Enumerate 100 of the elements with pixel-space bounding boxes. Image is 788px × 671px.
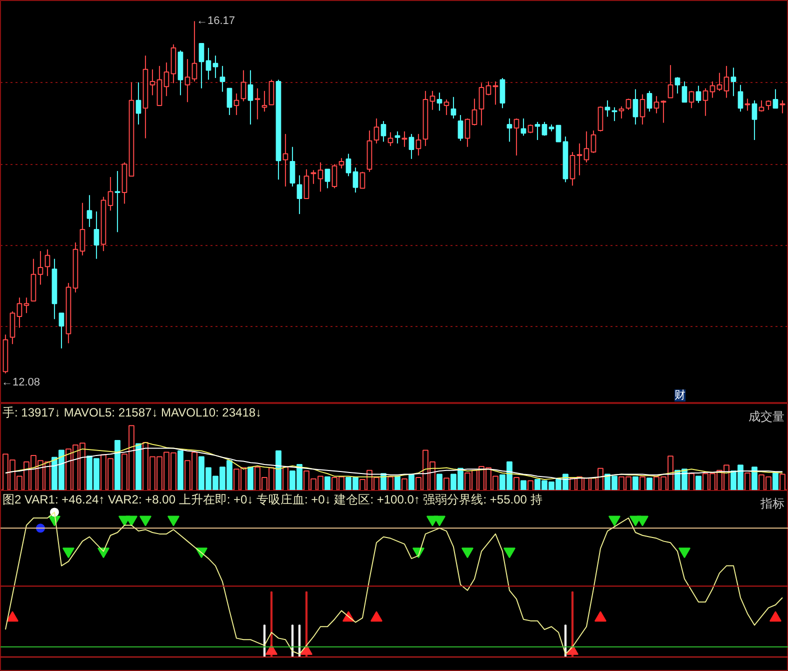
bar (520, 480, 526, 490)
candlestick (752, 100, 758, 140)
candlestick (114, 170, 120, 233)
candlestick (730, 67, 736, 97)
point (608, 516, 620, 526)
bar (388, 476, 394, 490)
candlestick (542, 121, 548, 136)
bar (394, 476, 400, 490)
candlestick (514, 118, 520, 156)
candlestick (584, 130, 590, 163)
candlestick (318, 162, 324, 192)
candlestick (654, 96, 660, 114)
bar (632, 476, 638, 490)
bar (436, 474, 442, 490)
candlestick (766, 100, 772, 110)
candlestick (268, 79, 274, 106)
candlestick (240, 70, 246, 102)
candlestick (374, 118, 380, 144)
candlestick (254, 88, 260, 120)
candlestick (184, 58, 190, 103)
bar (324, 476, 330, 490)
bar (772, 472, 778, 490)
annotation: ←16.17 (196, 15, 236, 28)
point (139, 516, 152, 526)
bar (276, 450, 282, 490)
bar (248, 466, 254, 490)
candlestick (556, 124, 562, 142)
candlestick (772, 88, 778, 109)
candlestick (310, 170, 316, 184)
bar (696, 476, 702, 490)
candlestick (346, 153, 352, 177)
point (370, 611, 382, 622)
candlestick (444, 99, 450, 116)
candlestick (86, 194, 92, 228)
candlestick (332, 164, 338, 189)
bar (402, 478, 408, 490)
candlestick (604, 100, 610, 118)
candlestick (716, 72, 722, 92)
candlestick (682, 80, 688, 103)
candlestick (206, 47, 212, 80)
candlestick (262, 90, 268, 112)
candlestick (598, 106, 604, 132)
candlestick (352, 167, 358, 194)
text: 指标 (760, 496, 784, 510)
point (636, 516, 648, 526)
candlestick (248, 70, 254, 125)
point (6, 611, 18, 622)
candlestick (696, 85, 702, 104)
candlestick (198, 43, 204, 89)
candlestick (520, 118, 526, 136)
point (678, 548, 690, 558)
bar (752, 466, 758, 490)
point (503, 548, 516, 558)
candlestick (296, 174, 302, 215)
point (167, 516, 180, 526)
candlestick (632, 88, 638, 125)
bar (646, 478, 652, 490)
candlestick (220, 65, 226, 92)
candlestick (478, 82, 484, 126)
candlestick (612, 106, 618, 122)
chart-title: 手: 13917↓ MAVOL5: 21587↓ MAVOL10: 23418↓ (2, 406, 262, 420)
candlestick (150, 68, 156, 96)
candlestick (360, 171, 366, 189)
candlestick (192, 20, 198, 82)
candlestick (16, 297, 22, 328)
candlestick (534, 121, 540, 140)
chart-title: 图2 VAR1: +46.24↑ VAR2: +8.00 上升在即: +0↓ 专吸庄血: +0↓ 建仓区: +100.0↑ 强弱分界线: +55.00 持 (2, 492, 542, 506)
candlestick (458, 114, 464, 142)
bar (780, 474, 786, 490)
candlestick (646, 90, 652, 112)
candlestick (500, 78, 506, 109)
candlestick (44, 248, 50, 277)
candlestick (472, 98, 478, 126)
candlestick (408, 133, 414, 160)
candlestick (282, 133, 288, 187)
bar (528, 480, 534, 490)
text: 成交量 (748, 410, 784, 424)
candlestick (338, 158, 344, 169)
point (461, 548, 474, 558)
bar (744, 472, 750, 490)
candlestick (506, 118, 512, 142)
bar (178, 450, 184, 490)
candlestick (304, 168, 310, 200)
candlestick (626, 98, 632, 110)
point (433, 516, 446, 526)
candlestick (724, 65, 730, 98)
candlestick (38, 250, 44, 286)
candlestick (464, 118, 470, 148)
point (300, 644, 312, 655)
candlestick (590, 130, 596, 154)
annotation: 财 (674, 388, 686, 402)
candlestick (450, 96, 456, 119)
candlestick (324, 168, 330, 189)
point (125, 516, 138, 526)
bar (114, 440, 120, 490)
candlestick (380, 120, 386, 142)
candlestick (618, 106, 624, 119)
candlestick (640, 94, 646, 125)
bar (136, 443, 142, 490)
candlestick (290, 146, 296, 187)
